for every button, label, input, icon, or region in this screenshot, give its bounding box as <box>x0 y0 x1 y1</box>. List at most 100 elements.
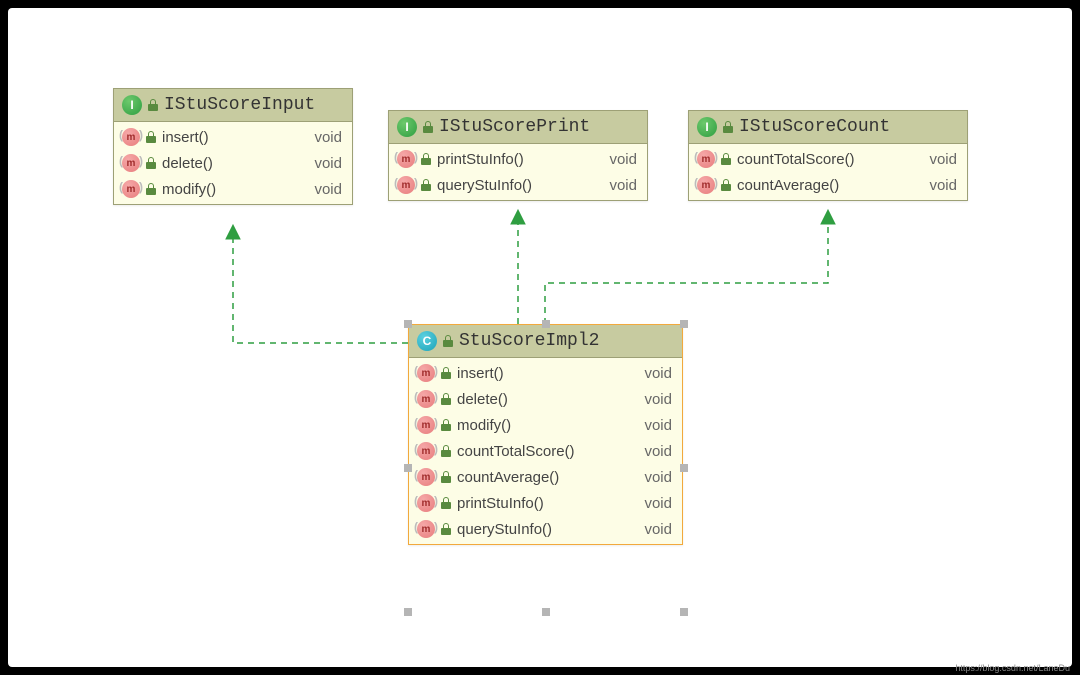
method-return: void <box>644 365 672 382</box>
method-badge-icon: () <box>122 128 140 146</box>
lock-icon <box>441 523 451 535</box>
method-name: printStuInfo() <box>437 151 591 168</box>
selection-handle[interactable] <box>680 320 688 328</box>
lock-icon <box>441 367 451 379</box>
method-name: countAverage() <box>737 177 911 194</box>
method-name: insert() <box>457 365 626 382</box>
method-badge-icon: () <box>397 176 415 194</box>
lock-icon <box>441 393 451 405</box>
uml-header: IStuScoreCount <box>689 111 967 144</box>
realization-edge <box>233 235 408 343</box>
method-row[interactable]: ()queryStuInfo()void <box>409 516 682 542</box>
method-return: void <box>644 417 672 434</box>
lock-icon <box>146 157 156 169</box>
uml-interface-input[interactable]: IStuScoreInput () insert() void () delete() vo… <box>113 88 353 205</box>
uml-interface-count[interactable]: IStuScoreCount () countTotalScore() void () c… <box>688 110 968 201</box>
method-row[interactable]: () delete() void <box>114 150 352 176</box>
method-badge-icon: () <box>417 494 435 512</box>
interface-badge-icon <box>397 117 417 137</box>
method-row[interactable]: ()modify()void <box>114 176 352 202</box>
interface-badge-icon <box>697 117 717 137</box>
method-return: void <box>644 521 672 538</box>
lock-icon <box>421 179 431 191</box>
method-row[interactable]: () countAverage() void <box>689 172 967 198</box>
lock-icon <box>443 335 453 347</box>
method-badge-icon: () <box>417 468 435 486</box>
realization-edge <box>545 220 828 324</box>
lock-icon <box>423 121 433 133</box>
method-name: countTotalScore() <box>737 151 911 168</box>
arrowhead-icon <box>511 210 525 224</box>
method-name: queryStuInfo() <box>437 177 591 194</box>
selection-handle[interactable] <box>404 608 412 616</box>
method-row[interactable]: () insert() void <box>409 360 682 386</box>
uml-body: () countTotalScore() void () countAverage() v… <box>689 144 967 200</box>
method-return: void <box>644 443 672 460</box>
lock-icon <box>148 99 158 111</box>
selection-handle[interactable] <box>542 320 550 328</box>
method-name: modify() <box>162 181 296 198</box>
lock-icon <box>721 153 731 165</box>
method-name: delete() <box>162 155 296 172</box>
selection-handle[interactable] <box>404 320 412 328</box>
method-row[interactable]: () printStuInfo() void <box>389 146 647 172</box>
lock-icon <box>723 121 733 133</box>
method-return: void <box>609 151 637 168</box>
method-row[interactable]: () countTotalScore() void <box>689 146 967 172</box>
method-row[interactable]: () countTotalScore() void <box>409 438 682 464</box>
arrowhead-icon <box>226 225 240 239</box>
method-badge-icon: () <box>122 154 140 172</box>
method-return: void <box>929 151 957 168</box>
method-row[interactable]: () countAverage() void <box>409 464 682 490</box>
class-badge-icon <box>417 331 437 351</box>
method-return: void <box>644 391 672 408</box>
method-name: delete() <box>457 391 626 408</box>
method-return: void <box>609 177 637 194</box>
method-name: countTotalScore() <box>457 443 626 460</box>
method-name: printStuInfo() <box>457 495 626 512</box>
uml-body: () printStuInfo() void () queryStuInfo() void <box>389 144 647 200</box>
method-badge-icon: () <box>397 150 415 168</box>
method-badge-icon: () <box>417 390 435 408</box>
uml-title: IStuScoreInput <box>164 95 315 115</box>
lock-icon <box>146 183 156 195</box>
uml-title: StuScoreImpl2 <box>459 331 599 351</box>
uml-class-impl[interactable]: StuScoreImpl2 () insert() void () delete() voi… <box>408 324 683 545</box>
method-row[interactable]: () modify() void <box>409 412 682 438</box>
method-row[interactable]: ()printStuInfo()void <box>409 490 682 516</box>
method-badge-icon: () <box>697 176 715 194</box>
method-return: void <box>314 129 342 146</box>
uml-interface-print[interactable]: IStuScorePrint () printStuInfo() void () quer… <box>388 110 648 201</box>
method-row[interactable]: () queryStuInfo() void <box>389 172 647 198</box>
method-name: modify() <box>457 417 626 434</box>
uml-body: () insert() void () delete() void () modify() vo… <box>409 358 682 544</box>
method-name: insert() <box>162 129 296 146</box>
method-name: queryStuInfo() <box>457 521 626 538</box>
method-return: void <box>314 155 342 172</box>
selection-handle[interactable] <box>680 608 688 616</box>
method-row[interactable]: () insert() void <box>114 124 352 150</box>
uml-header: IStuScorePrint <box>389 111 647 144</box>
uml-header: IStuScoreInput <box>114 89 352 122</box>
lock-icon <box>721 179 731 191</box>
method-name: countAverage() <box>457 469 626 486</box>
lock-icon <box>441 419 451 431</box>
method-badge-icon: () <box>122 180 140 198</box>
method-return: void <box>644 469 672 486</box>
lock-icon <box>146 131 156 143</box>
selection-handle[interactable] <box>680 464 688 472</box>
selection-handle[interactable] <box>404 464 412 472</box>
method-row[interactable]: () delete() void <box>409 386 682 412</box>
method-badge-icon: () <box>697 150 715 168</box>
method-badge-icon: () <box>417 416 435 434</box>
lock-icon <box>441 471 451 483</box>
method-return: void <box>929 177 957 194</box>
method-badge-icon: () <box>417 442 435 460</box>
selection-handle[interactable] <box>542 608 550 616</box>
diagram-canvas: IStuScoreInput () insert() void () delete() vo… <box>8 8 1072 667</box>
uml-title: IStuScoreCount <box>739 117 890 137</box>
arrowhead-icon <box>821 210 835 224</box>
lock-icon <box>441 497 451 509</box>
lock-icon <box>441 445 451 457</box>
method-badge-icon: () <box>417 364 435 382</box>
